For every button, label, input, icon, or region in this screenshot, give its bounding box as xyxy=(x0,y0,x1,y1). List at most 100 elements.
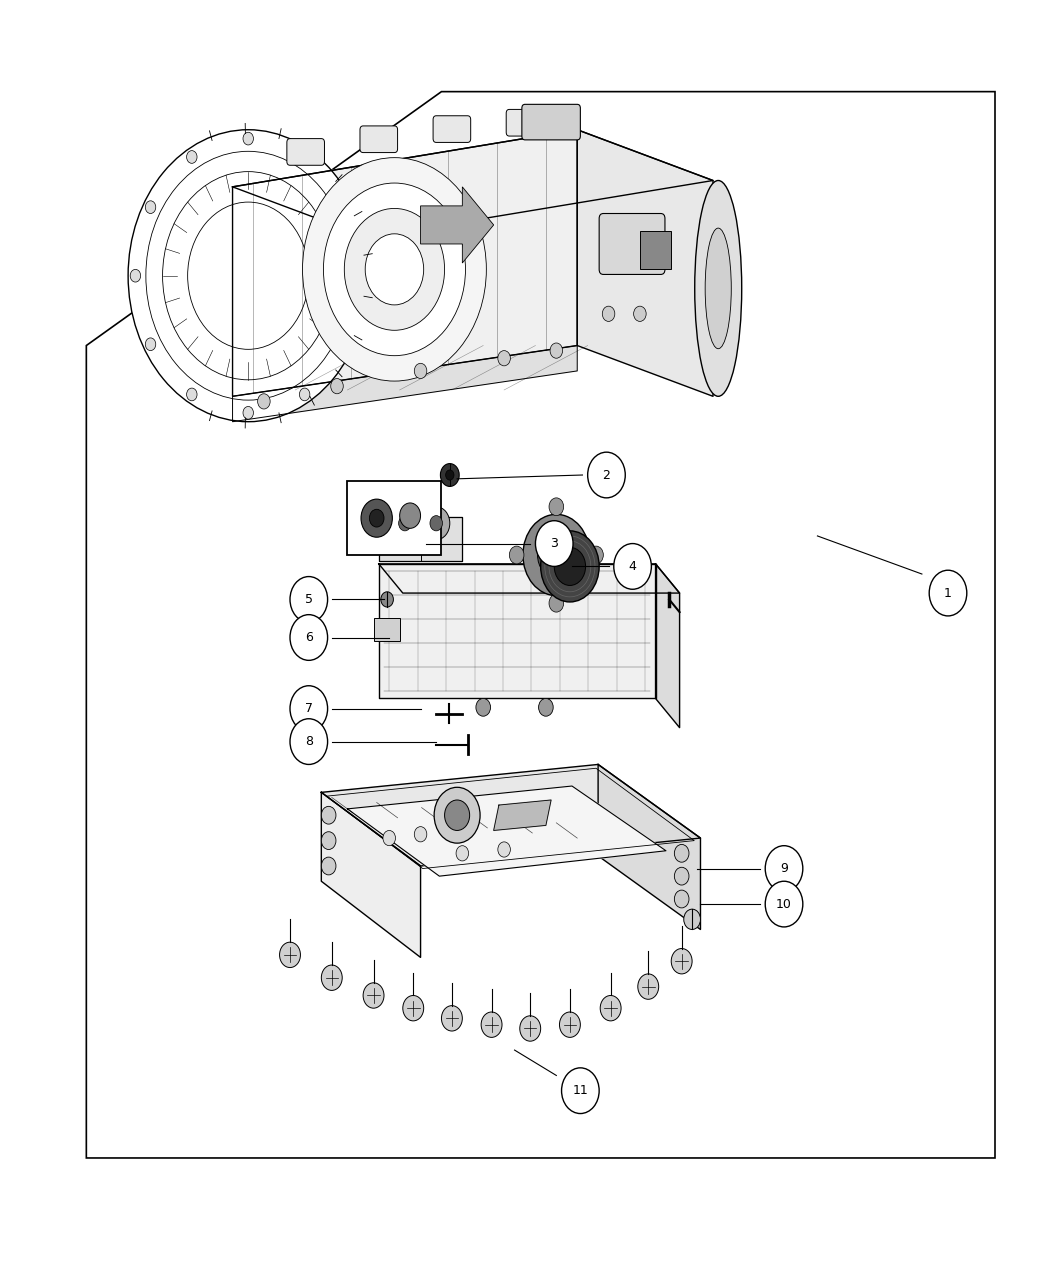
Circle shape xyxy=(163,172,334,380)
Circle shape xyxy=(243,407,253,419)
Polygon shape xyxy=(232,346,578,422)
Polygon shape xyxy=(379,564,679,593)
Circle shape xyxy=(145,338,155,351)
Circle shape xyxy=(562,1068,600,1113)
Circle shape xyxy=(361,499,393,537)
Polygon shape xyxy=(348,785,666,876)
Text: 2: 2 xyxy=(603,468,610,482)
Bar xyxy=(374,618,400,641)
Text: 5: 5 xyxy=(304,593,313,606)
Circle shape xyxy=(637,974,658,1000)
Polygon shape xyxy=(232,130,713,237)
Polygon shape xyxy=(321,765,700,866)
FancyBboxPatch shape xyxy=(522,105,581,140)
Bar xyxy=(348,482,441,555)
Circle shape xyxy=(481,1012,502,1038)
Circle shape xyxy=(444,799,469,830)
Circle shape xyxy=(400,502,421,528)
Circle shape xyxy=(340,200,351,213)
Text: 11: 11 xyxy=(572,1084,588,1098)
Circle shape xyxy=(187,388,197,400)
FancyBboxPatch shape xyxy=(506,110,544,136)
Circle shape xyxy=(539,699,553,717)
Polygon shape xyxy=(321,792,421,958)
Circle shape xyxy=(290,576,328,622)
Circle shape xyxy=(633,306,646,321)
Ellipse shape xyxy=(695,181,741,397)
Circle shape xyxy=(290,615,328,660)
Circle shape xyxy=(589,546,604,564)
Circle shape xyxy=(549,594,564,612)
Circle shape xyxy=(498,351,510,366)
Polygon shape xyxy=(421,187,493,263)
Circle shape xyxy=(423,506,449,539)
Circle shape xyxy=(128,130,369,422)
Circle shape xyxy=(365,233,424,305)
Circle shape xyxy=(344,208,444,330)
Text: 8: 8 xyxy=(304,736,313,748)
Circle shape xyxy=(456,845,468,861)
Circle shape xyxy=(549,497,564,515)
Circle shape xyxy=(370,509,384,527)
Circle shape xyxy=(498,842,510,857)
Circle shape xyxy=(541,530,600,602)
Circle shape xyxy=(356,269,366,282)
Polygon shape xyxy=(379,564,655,699)
Circle shape xyxy=(321,965,342,991)
Circle shape xyxy=(146,152,351,400)
Circle shape xyxy=(403,996,424,1021)
Circle shape xyxy=(536,520,573,566)
Circle shape xyxy=(588,453,625,497)
Circle shape xyxy=(415,363,426,379)
Circle shape xyxy=(441,1006,462,1031)
Circle shape xyxy=(299,150,310,163)
Text: 3: 3 xyxy=(550,537,559,550)
Circle shape xyxy=(302,158,486,381)
Circle shape xyxy=(509,546,524,564)
Circle shape xyxy=(674,890,689,908)
Circle shape xyxy=(601,996,622,1021)
Circle shape xyxy=(331,379,343,394)
Circle shape xyxy=(476,699,490,717)
Bar xyxy=(639,231,671,269)
Circle shape xyxy=(321,831,336,849)
Circle shape xyxy=(321,806,336,824)
Text: 6: 6 xyxy=(304,631,313,644)
Circle shape xyxy=(434,787,480,843)
FancyBboxPatch shape xyxy=(287,139,324,166)
Circle shape xyxy=(383,830,396,845)
Circle shape xyxy=(340,338,351,351)
Circle shape xyxy=(560,1012,581,1038)
Circle shape xyxy=(523,514,590,595)
Circle shape xyxy=(674,844,689,862)
Circle shape xyxy=(765,881,803,927)
Circle shape xyxy=(188,201,309,349)
Circle shape xyxy=(674,867,689,885)
FancyBboxPatch shape xyxy=(360,126,398,153)
Polygon shape xyxy=(578,130,713,397)
Circle shape xyxy=(671,949,692,974)
Text: 10: 10 xyxy=(776,898,792,910)
Circle shape xyxy=(765,845,803,891)
Circle shape xyxy=(279,942,300,968)
Circle shape xyxy=(392,506,419,539)
Circle shape xyxy=(381,592,394,607)
Circle shape xyxy=(145,200,155,213)
Circle shape xyxy=(299,388,310,400)
Circle shape xyxy=(415,826,426,842)
Text: 4: 4 xyxy=(629,560,636,572)
Text: 1: 1 xyxy=(944,586,952,599)
Circle shape xyxy=(684,909,700,929)
Text: 9: 9 xyxy=(780,862,788,875)
Circle shape xyxy=(550,343,563,358)
Ellipse shape xyxy=(706,228,731,348)
Circle shape xyxy=(554,547,586,585)
Polygon shape xyxy=(232,130,578,397)
Circle shape xyxy=(321,857,336,875)
Circle shape xyxy=(363,983,384,1009)
Circle shape xyxy=(538,532,575,578)
Polygon shape xyxy=(494,799,551,830)
Circle shape xyxy=(929,570,967,616)
Circle shape xyxy=(603,306,615,321)
Circle shape xyxy=(520,1016,541,1042)
